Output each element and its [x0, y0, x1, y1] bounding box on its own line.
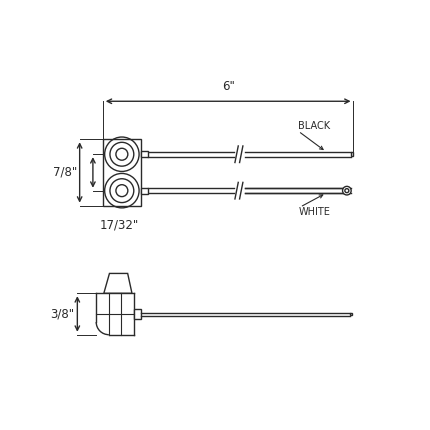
Bar	[103, 139, 141, 206]
Bar	[141, 187, 148, 194]
Text: 17/32": 17/32"	[100, 219, 139, 232]
Text: 7/8": 7/8"	[53, 166, 77, 179]
Text: 6": 6"	[222, 80, 235, 93]
Circle shape	[343, 186, 351, 195]
Text: 3/8": 3/8"	[51, 307, 75, 320]
Bar	[350, 313, 352, 316]
Bar	[141, 151, 148, 157]
Text: BLACK: BLACK	[298, 121, 330, 131]
Circle shape	[345, 189, 349, 193]
Bar	[351, 152, 353, 156]
Polygon shape	[104, 273, 132, 293]
FancyBboxPatch shape	[97, 294, 134, 335]
Bar	[134, 309, 141, 319]
Text: WHITE: WHITE	[298, 207, 330, 217]
